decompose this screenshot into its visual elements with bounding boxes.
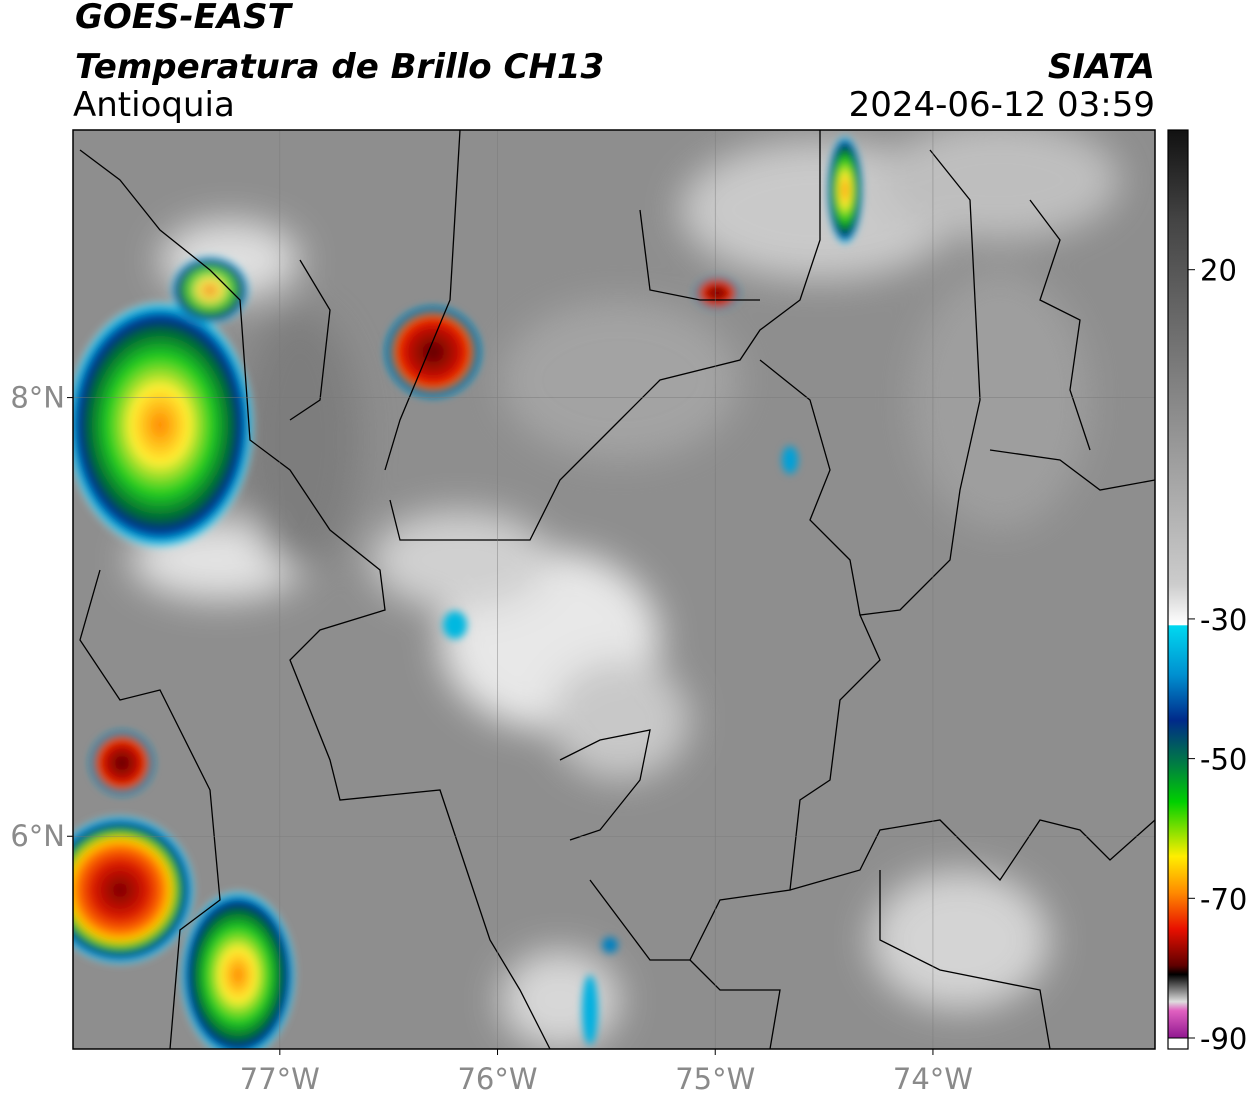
region: Antioquia bbox=[73, 85, 235, 125]
x-tick-label: 75°W bbox=[675, 1062, 755, 1096]
x-tick-label: 77°W bbox=[240, 1062, 320, 1096]
graticule bbox=[73, 130, 1155, 1049]
colorbar-tick-label: -50 bbox=[1200, 743, 1247, 777]
colorbar-tick-label: -30 bbox=[1200, 603, 1247, 637]
map-image bbox=[73, 130, 1155, 1049]
y-tick-label: 8°N bbox=[10, 381, 65, 415]
colorbar-frame bbox=[1167, 129, 1189, 1050]
title: GOES-EAST bbox=[75, 0, 294, 37]
x-tick-label: 74°W bbox=[893, 1062, 973, 1096]
subtitle: Temperatura de Brillo CH13 bbox=[75, 47, 604, 87]
x-tick-label: 76°W bbox=[457, 1062, 537, 1096]
colorbar-tick-label: 20 bbox=[1200, 254, 1237, 288]
colorbar-tick-label: -90 bbox=[1200, 1022, 1247, 1056]
source: SIATA bbox=[1048, 47, 1155, 87]
map-frame bbox=[72, 129, 1156, 1050]
y-tick-label: 6°N bbox=[10, 819, 65, 853]
colorbar-tick-label: -70 bbox=[1200, 882, 1247, 916]
colorbar-under bbox=[1167, 1037, 1189, 1050]
colorbar bbox=[1168, 130, 1188, 1038]
datetime: 2024-06-12 03:59 bbox=[849, 85, 1155, 125]
